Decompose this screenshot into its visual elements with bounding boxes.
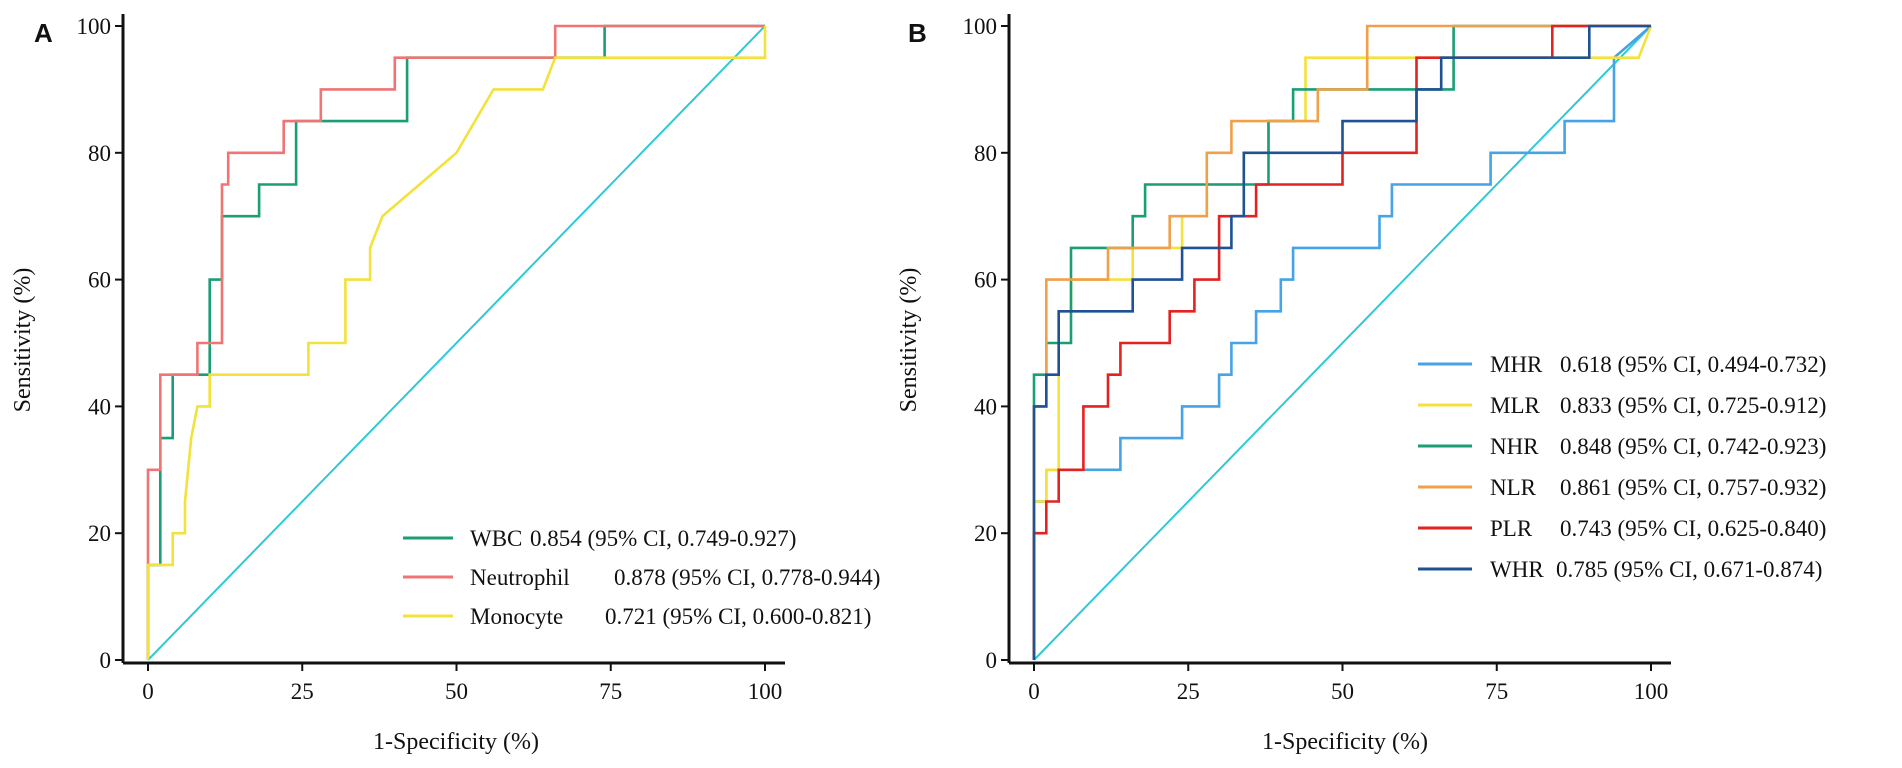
legend-item-wbc: WBC 0.854 (95% CI, 0.749-0.927) [403,526,796,551]
legend-name: NHR [1490,434,1539,459]
x-axis-title: 1-Specificity (%) [373,729,539,755]
roc-curve-whr [1032,24,1651,660]
legend-auc: 0.848 (95% CI, 0.742-0.923) [1560,434,1826,459]
legend-item-mlr: MLR 0.833 (95% CI, 0.725-0.912) [1418,393,1826,418]
x-tick-label: 25 [1177,679,1200,704]
legend-item-nlr: NLR 0.861 (95% CI, 0.757-0.932) [1418,475,1826,500]
x-tick-label: 50 [1331,679,1354,704]
legend-name: PLR [1490,516,1533,541]
x-tick-label: 50 [445,679,468,704]
legend-auc: 0.861 (95% CI, 0.757-0.932) [1560,475,1826,500]
legend-auc: 0.743 (95% CI, 0.625-0.840) [1560,516,1826,541]
panel-b: B 0 20 40 60 80 100 0 25 50 75 100 1-Specificity (%)… [896,14,1826,755]
y-tick-label: 20 [88,521,111,546]
y-tick-label: 100 [77,14,112,39]
y-tick-label: 0 [100,648,112,673]
y-tick-label: 0 [986,648,998,673]
legend-name: NLR [1490,475,1537,500]
legend-auc: 0.833 (95% CI, 0.725-0.912) [1560,393,1826,418]
legend-auc: 0.785 (95% CI, 0.671-0.874) [1556,557,1822,582]
legend-auc: 0.878 (95% CI, 0.778-0.944) [614,565,880,590]
roc-curve-mhr [1032,25,1652,660]
x-tick-label: 25 [291,679,314,704]
y-tick-label: 40 [88,394,111,419]
x-tick-label: 0 [142,679,154,704]
y-axis-title: Sensitivity (%) [10,268,36,413]
legend-name: WHR [1490,557,1544,582]
legend: WBC 0.854 (95% CI, 0.749-0.927) Neutrophil… [403,526,880,629]
y-tick-label: 60 [88,268,111,293]
x-tick-label: 75 [1485,679,1508,704]
y-axis-title: Sensitivity (%) [896,268,922,413]
roc-curve-nlr [1032,24,1651,660]
roc-curve-monocyte [146,26,767,660]
y-tick-label: 80 [974,141,997,166]
x-tick-label: 100 [1634,679,1669,704]
panel-label: A [34,18,53,48]
legend-name: MHR [1490,352,1543,377]
roc-curve-plr [1032,24,1651,660]
panel-label: B [908,18,927,48]
legend-auc: 0.721 (95% CI, 0.600-0.821) [605,604,871,629]
y-tick-label: 80 [88,141,111,166]
y-tick-label: 20 [974,521,997,546]
x-tick-label: 100 [748,679,783,704]
legend-item-plr: PLR 0.743 (95% CI, 0.625-0.840) [1418,516,1826,541]
legend-item-monocyte: Monocyte 0.721 (95% CI, 0.600-0.821) [403,604,871,629]
x-tick-label: 75 [599,679,622,704]
y-tick-label: 60 [974,268,997,293]
x-axis-title: 1-Specificity (%) [1262,729,1428,755]
legend-item-whr: WHR 0.785 (95% CI, 0.671-0.874) [1418,557,1822,582]
legend: MHR 0.618 (95% CI, 0.494-0.732) MLR 0.833 (… [1418,352,1826,582]
y-tick-label: 100 [963,14,998,39]
legend-item-nhr: NHR 0.848 (95% CI, 0.742-0.923) [1418,434,1826,459]
legend-auc: 0.854 (95% CI, 0.749-0.927) [530,526,796,551]
y-tick-label: 40 [974,394,997,419]
roc-curve-neutrophil [146,24,765,660]
legend-name: Monocyte [470,604,563,629]
legend-auc: 0.618 (95% CI, 0.494-0.732) [1560,352,1826,377]
reference-diagonal-line [147,25,766,661]
reference-diagonal-line [1033,25,1652,661]
panel-a: A 0 20 40 60 80 100 0 25 50 75 100 1-Specificity (%)… [10,14,880,755]
legend-name: MLR [1490,393,1541,418]
legend-item-mhr: MHR 0.618 (95% CI, 0.494-0.732) [1418,352,1826,377]
legend-item-neutrophil: Neutrophil 0.878 (95% CI, 0.778-0.944) [403,565,880,590]
legend-name: Neutrophil [470,565,570,590]
x-tick-label: 0 [1028,679,1040,704]
legend-name: WBC [470,526,522,551]
